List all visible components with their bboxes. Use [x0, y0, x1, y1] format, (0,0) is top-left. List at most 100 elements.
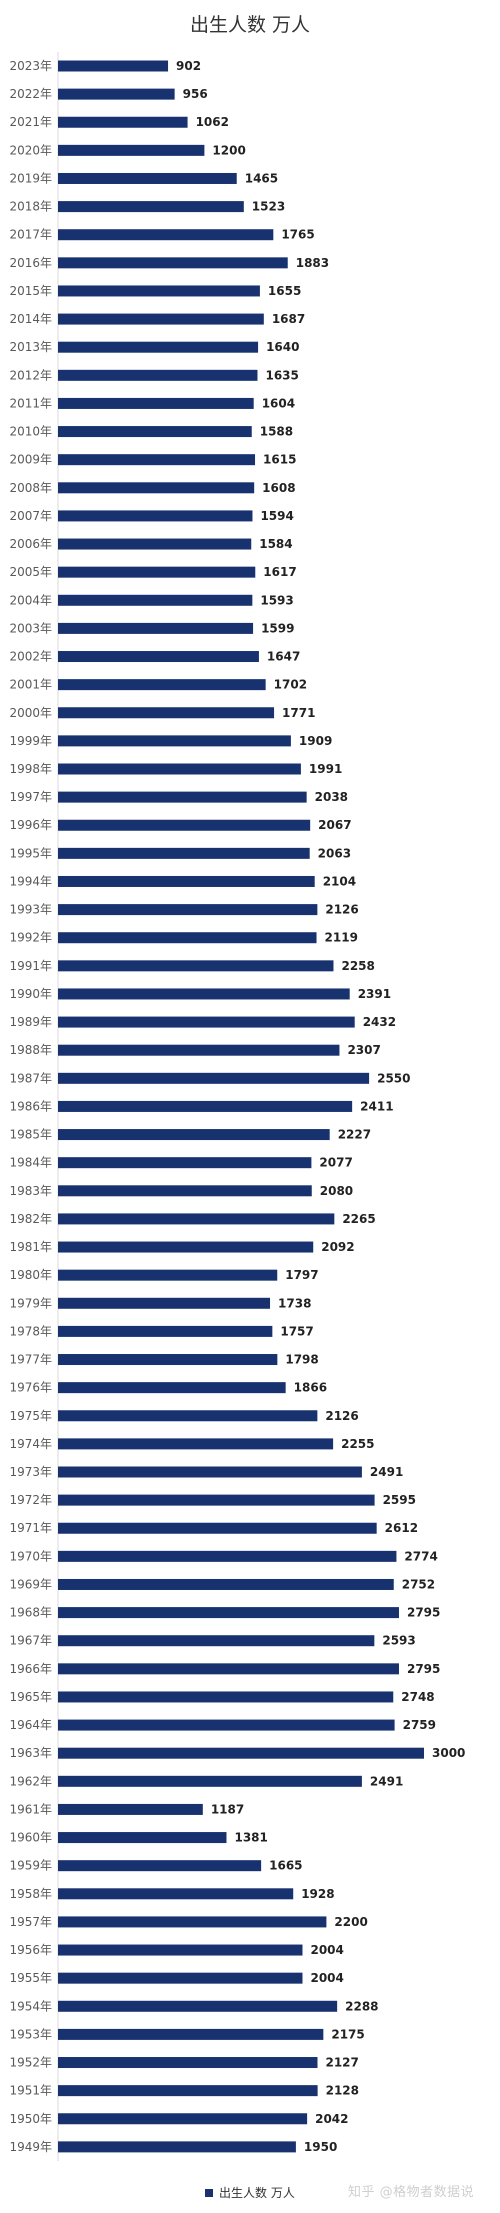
category-tick-label: 2019年 — [9, 171, 52, 185]
category-tick-label: 1974年 — [9, 1437, 52, 1451]
bar — [58, 1578, 394, 1590]
bar — [58, 1297, 271, 1309]
bar — [58, 904, 318, 916]
bar-value-label: 1635 — [265, 368, 298, 382]
bar — [58, 397, 254, 409]
category-tick-label: 1988年 — [9, 1043, 52, 1057]
category-tick-label: 1961年 — [9, 1802, 52, 1816]
bar — [58, 791, 307, 803]
bar-value-label: 1866 — [294, 1381, 327, 1395]
bar-value-label: 1883 — [296, 256, 329, 270]
bar-value-label: 2126 — [325, 1409, 358, 1423]
category-tick-label: 1990年 — [9, 987, 52, 1001]
bar-value-label: 1991 — [309, 762, 342, 776]
bar-value-label: 2550 — [377, 1071, 410, 1085]
bar — [58, 1522, 377, 1534]
bar-value-label: 1655 — [268, 284, 301, 298]
bar-value-label: 1604 — [262, 396, 295, 410]
bar — [58, 2113, 308, 2125]
bar — [58, 285, 260, 297]
bar-value-label: 2795 — [407, 1662, 440, 1676]
bar-value-label: 2080 — [320, 1184, 353, 1198]
bar — [58, 875, 315, 887]
bar-value-label: 2042 — [315, 2112, 348, 2126]
bar-value-label: 2175 — [331, 2027, 364, 2041]
bar — [58, 2028, 324, 2040]
category-tick-label: 2013年 — [9, 340, 52, 354]
category-tick-label: 1998年 — [9, 762, 52, 776]
bar — [58, 144, 205, 156]
bar — [58, 960, 334, 972]
bar — [58, 60, 169, 72]
bar — [58, 1972, 303, 1984]
bar — [58, 1888, 294, 1900]
bar — [58, 1803, 203, 1815]
bar — [58, 538, 252, 550]
category-tick-label: 1993年 — [9, 903, 52, 917]
bar — [58, 1241, 314, 1253]
bar-value-label: 2063 — [318, 846, 351, 860]
bar — [58, 847, 310, 859]
bar-value-label: 1381 — [234, 1831, 267, 1845]
bar — [58, 1072, 370, 1084]
category-tick-label: 1967年 — [9, 1634, 52, 1648]
category-tick-label: 1982年 — [9, 1212, 52, 1226]
bar — [58, 1410, 318, 1422]
bar-value-label: 2491 — [370, 1774, 403, 1788]
bar — [58, 1382, 286, 1394]
bar — [58, 369, 258, 381]
legend: 出生人数 万人 — [205, 2184, 295, 2201]
bar — [58, 482, 255, 494]
bar-value-label: 1702 — [274, 678, 307, 692]
bar — [58, 1719, 395, 1731]
category-tick-label: 1964年 — [9, 1718, 52, 1732]
bar-value-label: 2119 — [325, 931, 358, 945]
bar-value-label: 2004 — [310, 1943, 343, 1957]
bar-value-label: 1615 — [263, 453, 296, 467]
category-tick-label: 2020年 — [9, 143, 52, 157]
category-tick-label: 2016年 — [9, 256, 52, 270]
bar-value-label: 1640 — [266, 340, 299, 354]
bar — [58, 1635, 375, 1647]
bar-value-label: 2200 — [334, 1915, 367, 1929]
bar-value-label: 2612 — [385, 1521, 418, 1535]
category-tick-label: 1956年 — [9, 1943, 52, 1957]
category-tick-label: 2003年 — [9, 621, 52, 635]
bar — [58, 201, 244, 213]
category-tick-label: 1991年 — [9, 959, 52, 973]
category-tick-label: 1987年 — [9, 1071, 52, 1085]
bar — [58, 1016, 355, 1028]
bar-value-label: 2104 — [323, 874, 356, 888]
bar — [58, 1213, 335, 1225]
category-tick-label: 1970年 — [9, 1549, 52, 1563]
category-tick-label: 1977年 — [9, 1353, 52, 1367]
category-tick-label: 2018年 — [9, 200, 52, 214]
category-tick-label: 1973年 — [9, 1465, 52, 1479]
category-tick-label: 1999年 — [9, 734, 52, 748]
category-tick-label: 1985年 — [9, 1128, 52, 1142]
bar-value-label: 1798 — [285, 1353, 318, 1367]
bar — [58, 1550, 397, 1562]
bar-value-label: 2752 — [402, 1577, 435, 1591]
category-tick-label: 2011年 — [9, 396, 52, 410]
category-tick-label: 1958年 — [9, 1887, 52, 1901]
category-tick-label: 1965年 — [9, 1690, 52, 1704]
bar-value-label: 1594 — [260, 509, 293, 523]
category-tick-label: 2012年 — [9, 368, 52, 382]
category-tick-label: 1980年 — [9, 1268, 52, 1282]
bar-value-label: 2004 — [310, 1971, 343, 1985]
category-tick-label: 1996年 — [9, 818, 52, 832]
category-tick-label: 1983年 — [9, 1184, 52, 1198]
category-tick-label: 1976年 — [9, 1381, 52, 1395]
bar — [58, 988, 350, 1000]
bar-value-label: 2227 — [338, 1128, 371, 1142]
bar — [58, 1157, 312, 1169]
bar — [58, 426, 252, 438]
category-tick-label: 1953年 — [9, 2027, 52, 2041]
bar-value-label: 2391 — [358, 987, 391, 1001]
category-tick-label: 1995年 — [9, 846, 52, 860]
category-tick-label: 1951年 — [9, 2084, 52, 2098]
bar — [58, 172, 237, 184]
category-tick-label: 1957年 — [9, 1915, 52, 1929]
